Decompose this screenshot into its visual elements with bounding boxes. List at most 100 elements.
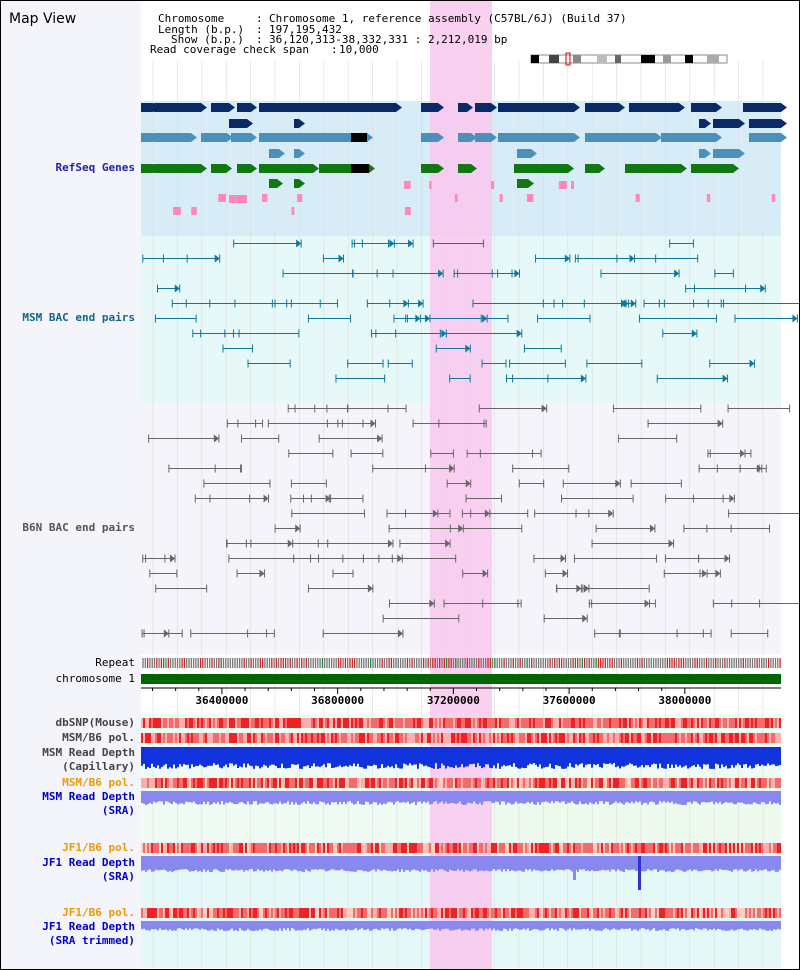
refseq-genes-label[interactable]: RefSeq Genes — [55, 161, 135, 174]
depth-bar — [401, 747, 403, 769]
depth-bar — [667, 921, 669, 931]
heat-cell — [733, 843, 735, 853]
dbsnp-label[interactable]: dbSNP(Mouse) — [55, 716, 135, 729]
gene-strand-arrow — [367, 133, 373, 142]
msm-bac-label[interactable]: MSM BAC end pairs — [22, 311, 135, 324]
heat-cell — [639, 908, 641, 918]
depth-bar — [691, 921, 693, 930]
depth-bar — [615, 856, 617, 872]
depth-bar — [369, 791, 371, 805]
depth-bar — [173, 791, 175, 802]
jf1-read-depth-trimmed-label[interactable]: JF1 Read Depth — [42, 920, 135, 933]
gene-exon — [154, 164, 201, 173]
depth-bar — [479, 791, 481, 803]
depth-bar — [269, 921, 271, 931]
msm-bac-pair-arrow — [174, 284, 180, 293]
depth-bar — [457, 921, 459, 930]
depth-bar — [165, 791, 167, 802]
heat-cell — [273, 733, 275, 743]
heat-cell — [509, 778, 511, 788]
depth-bar — [293, 791, 295, 805]
msm-bac-pair-arrow — [722, 374, 728, 383]
heat-cell — [655, 843, 657, 853]
heat-cell — [779, 908, 781, 918]
heat-cell — [157, 733, 159, 743]
b6n-bac-label[interactable]: B6N BAC end pairs — [22, 521, 135, 534]
depth-bar — [461, 856, 463, 870]
msm-b6-pol-label[interactable]: MSM/B6 pol. — [62, 731, 135, 744]
heat-cell — [427, 778, 429, 788]
jf1-b6-pol-label[interactable]: JF1/B6 pol. — [62, 841, 135, 854]
heat-cell — [539, 843, 541, 853]
depth-bar — [423, 856, 425, 871]
heat-cell — [749, 843, 751, 853]
depth-bar — [437, 856, 439, 871]
depth-bar — [629, 791, 631, 804]
heat-cell — [699, 778, 701, 788]
heat-cell — [247, 718, 249, 728]
jf1-read-depth-sra-label[interactable]: JF1 Read Depth — [42, 856, 135, 869]
jf1-b6-pol-2-label[interactable]: JF1/B6 pol. — [62, 906, 135, 919]
heat-cell — [513, 733, 515, 743]
heat-cell — [197, 733, 199, 743]
depth-bar — [155, 791, 157, 803]
depth-bar — [411, 747, 413, 766]
depth-bar — [289, 921, 291, 931]
heat-cell — [465, 843, 467, 853]
msm-b6-pol-sra-label[interactable]: MSM/B6 pol. — [62, 776, 135, 789]
heat-cell — [425, 843, 427, 853]
depth-bar — [527, 747, 529, 766]
heat-cell — [195, 733, 197, 743]
depth-bar — [377, 791, 379, 805]
depth-bar — [255, 856, 257, 872]
msm-read-depth-sra-label[interactable]: MSM Read Depth — [42, 790, 135, 803]
depth-bar — [415, 921, 417, 929]
heat-cell — [453, 843, 455, 853]
heat-cell — [449, 778, 451, 788]
depth-bar — [215, 856, 217, 870]
depth-bar — [277, 921, 279, 931]
depth-bar — [545, 921, 547, 929]
heat-cell — [289, 733, 291, 743]
depth-bar — [519, 856, 521, 871]
heat-cell — [537, 718, 539, 728]
heat-cell — [525, 778, 527, 788]
heat-cell — [211, 843, 213, 853]
heat-cell — [583, 778, 585, 788]
depth-bar — [375, 856, 377, 872]
heat-cell — [177, 778, 179, 788]
heat-cell — [283, 778, 285, 788]
depth-bar — [393, 856, 395, 871]
heat-cell — [755, 843, 757, 853]
gene-strand-arrow — [201, 103, 207, 112]
depth-bar — [191, 747, 193, 765]
heat-cell — [717, 778, 719, 788]
depth-bar — [361, 747, 363, 768]
heat-cell — [545, 778, 547, 788]
heat-cell — [731, 733, 733, 743]
heat-cell — [569, 718, 571, 728]
heat-cell — [531, 843, 533, 853]
heat-cell — [217, 718, 219, 728]
msm-bac-pair-arrow — [792, 314, 798, 323]
depth-bar — [501, 747, 503, 767]
heat-cell — [515, 908, 517, 918]
depth-bar — [289, 747, 291, 768]
depth-bar — [747, 791, 749, 804]
heat-cell — [549, 908, 551, 918]
pink-mark — [570, 181, 575, 189]
gene-exon — [629, 103, 679, 112]
heat-cell — [577, 733, 579, 743]
depth-bar — [301, 921, 303, 931]
heat-cell — [713, 718, 715, 728]
heat-cell — [519, 843, 521, 853]
gene-strand-arrow — [705, 119, 711, 128]
heat-cell — [505, 778, 507, 788]
depth-bar — [479, 921, 481, 929]
depth-bar — [449, 856, 451, 870]
depth-bar — [577, 791, 579, 805]
heat-cell — [539, 718, 541, 728]
msm-read-depth-capillary-label[interactable]: MSM Read Depth — [42, 746, 135, 759]
depth-bar — [683, 921, 685, 929]
